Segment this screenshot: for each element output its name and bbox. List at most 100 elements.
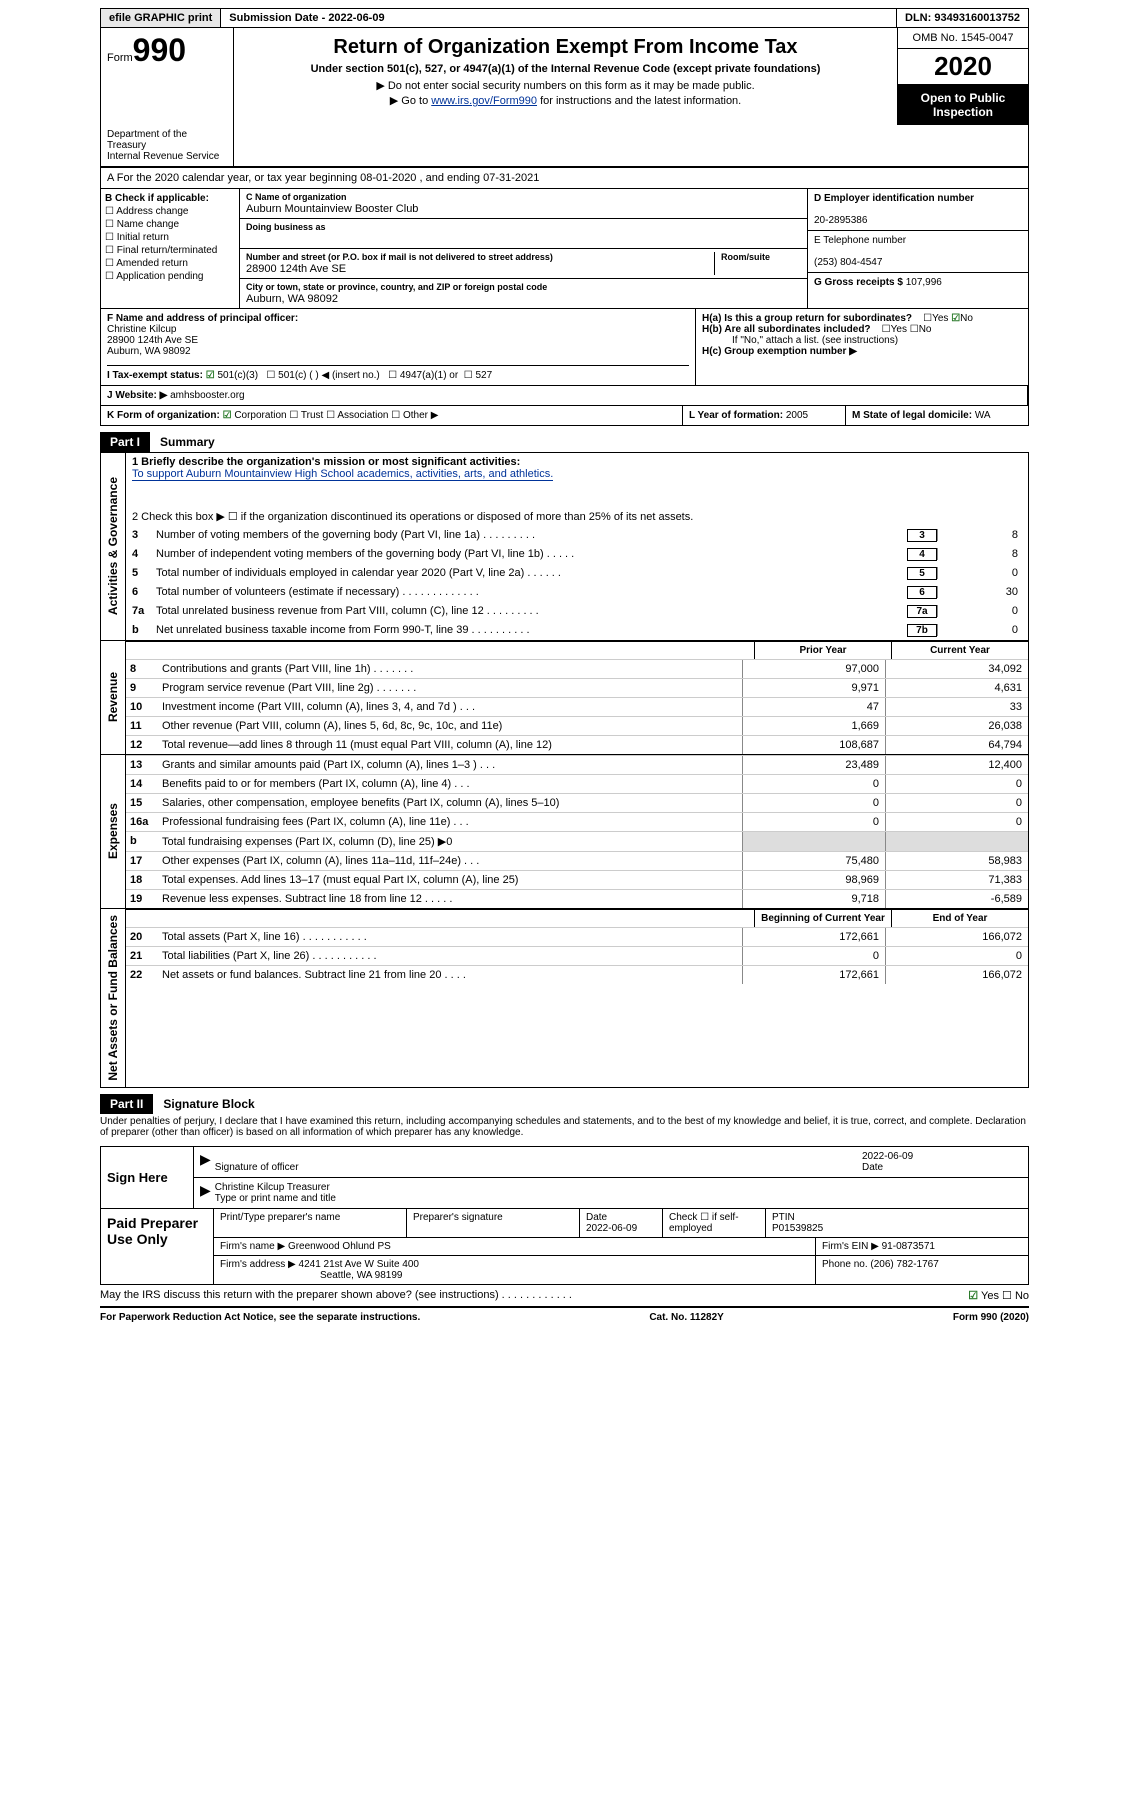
officer-sig-name: Christine Kilcup Treasurer — [215, 1182, 330, 1193]
discuss-text: May the IRS discuss this return with the… — [100, 1289, 968, 1302]
street-address: 28900 124th Ave SE — [246, 263, 346, 275]
part1-title: Summary — [150, 432, 225, 452]
org-name: Auburn Mountainview Booster Club — [246, 203, 418, 215]
officer-addr2: Auburn, WA 98092 — [107, 346, 191, 357]
h-note: If "No," attach a list. (see instruction… — [702, 335, 1022, 346]
sig-date: 2022-06-09 — [862, 1151, 913, 1162]
mission-label: 1 Briefly describe the organization's mi… — [132, 456, 520, 468]
firm-addr1: 4241 21st Ave W Suite 400 — [299, 1259, 419, 1270]
prep-date-header: Date — [586, 1212, 607, 1223]
room-label: Room/suite — [721, 252, 770, 262]
firm-ein-label: Firm's EIN ▶ — [822, 1241, 879, 1252]
tax-year: 2020 — [898, 49, 1028, 85]
year-formation: 2005 — [786, 410, 808, 421]
ein-label: D Employer identification number — [814, 193, 974, 204]
form-number: 990 — [133, 32, 186, 68]
firm-ein: 91-0873571 — [882, 1241, 935, 1252]
org-name-label: C Name of organization — [246, 192, 347, 202]
website-value: amhsbooster.org — [170, 390, 245, 401]
city-state-zip: Auburn, WA 98092 — [246, 293, 338, 305]
prep-sig-header: Preparer's signature — [407, 1209, 580, 1237]
side-expenses: Expenses — [104, 797, 122, 865]
self-employed-check[interactable]: Check ☐ if self-employed — [663, 1209, 766, 1237]
subtitle-1: Under section 501(c), 527, or 4947(a)(1)… — [240, 63, 891, 75]
firm-phone-label: Phone no. — [822, 1259, 868, 1270]
dba-label: Doing business as — [246, 222, 326, 232]
section-a: A For the 2020 calendar year, or tax yea… — [100, 167, 1029, 189]
phone-value: (253) 804-4547 — [814, 257, 882, 268]
ptin-label: PTIN — [772, 1212, 795, 1223]
prep-name-header: Print/Type preparer's name — [214, 1209, 407, 1237]
form-header: Form990 Return of Organization Exempt Fr… — [100, 28, 1029, 125]
h-b-label: H(b) Are all subordinates included? — [702, 324, 871, 335]
part2-title: Signature Block — [153, 1094, 264, 1114]
subtitle-3: ▶ Go to www.irs.gov/Form990 for instruct… — [240, 94, 891, 107]
footer-left: For Paperwork Reduction Act Notice, see … — [100, 1312, 420, 1323]
phone-label: E Telephone number — [814, 235, 906, 246]
checkbox-501c3[interactable]: ☑ — [206, 370, 215, 381]
firm-name-label: Firm's name ▶ — [220, 1241, 285, 1252]
type-name-label: Type or print name and title — [215, 1193, 336, 1204]
checkbox-pending[interactable]: ☐ Application pending — [105, 271, 235, 282]
page-title: Return of Organization Exempt From Incom… — [240, 36, 891, 59]
current-year-header: Current Year — [891, 642, 1028, 659]
h-a-label: H(a) Is this a group return for subordin… — [702, 313, 912, 324]
checkbox-amended[interactable]: ☐ Amended return — [105, 258, 235, 269]
checkbox-final-return[interactable]: ☐ Final return/terminated — [105, 245, 235, 256]
state-domicile-label: M State of legal domicile: — [852, 410, 972, 421]
city-label: City or town, state or province, country… — [246, 282, 547, 292]
officer-name: Christine Kilcup — [107, 324, 176, 335]
dln: DLN: 93493160013752 — [897, 9, 1028, 27]
sig-date-label: Date — [862, 1162, 883, 1173]
beg-year-header: Beginning of Current Year — [754, 910, 891, 927]
checkbox-name-change[interactable]: ☐ Name change — [105, 219, 235, 230]
addr-label: Number and street (or P.O. box if mail i… — [246, 252, 553, 262]
top-bar: efile GRAPHIC print Submission Date - 20… — [100, 8, 1029, 28]
sig-officer-label: Signature of officer — [215, 1162, 299, 1173]
ein-value: 20-2895386 — [814, 215, 867, 226]
side-governance: Activities & Governance — [104, 471, 122, 621]
footer-mid: Cat. No. 11282Y — [649, 1312, 723, 1323]
prior-year-header: Prior Year — [754, 642, 891, 659]
prep-date: 2022-06-09 — [586, 1223, 637, 1234]
efile-print-button[interactable]: efile GRAPHIC print — [101, 9, 221, 27]
checkbox-address-change[interactable]: ☐ Address change — [105, 206, 235, 217]
side-net: Net Assets or Fund Balances — [104, 909, 122, 1087]
gross-value: 107,996 — [906, 277, 942, 288]
irs-link[interactable]: www.irs.gov/Form990 — [431, 95, 537, 107]
perjury-text: Under penalties of perjury, I declare th… — [100, 1114, 1029, 1140]
sign-here-label: Sign Here — [101, 1147, 194, 1208]
checkbox-initial-return[interactable]: ☐ Initial return — [105, 232, 235, 243]
state-domicile: WA — [975, 410, 991, 421]
form-label: Form — [107, 52, 133, 64]
gross-label: G Gross receipts $ — [814, 277, 903, 288]
subtitle-2: ▶ Do not enter social security numbers o… — [240, 79, 891, 92]
tax-status-label: I Tax-exempt status: — [107, 370, 203, 381]
omb-number: OMB No. 1545-0047 — [898, 28, 1028, 49]
website-label: J Website: ▶ — [107, 390, 167, 401]
submission-date: Submission Date - 2022-06-09 — [221, 9, 897, 27]
officer-addr1: 28900 124th Ave SE — [107, 335, 198, 346]
mission-value: To support Auburn Mountainview High Scho… — [132, 468, 553, 481]
firm-phone: (206) 782-1767 — [870, 1259, 938, 1270]
side-revenue: Revenue — [104, 666, 122, 728]
firm-name: Greenwood Ohlund PS — [288, 1241, 391, 1252]
firm-addr-label: Firm's address ▶ — [220, 1259, 296, 1270]
dept-label: Department of the TreasuryInternal Reven… — [101, 125, 234, 166]
footer-right: Form 990 (2020) — [953, 1312, 1029, 1323]
officer-label: F Name and address of principal officer: — [107, 313, 298, 324]
form-org-label: K Form of organization: — [107, 410, 220, 421]
firm-addr2: Seattle, WA 98199 — [220, 1270, 402, 1281]
year-formation-label: L Year of formation: — [689, 410, 783, 421]
arrow-icon: ▶ — [200, 1151, 211, 1173]
public-inspection: Open to PublicInspection — [898, 85, 1028, 125]
end-year-header: End of Year — [891, 910, 1028, 927]
discuss-yes-check[interactable]: ☑ — [968, 1290, 978, 1302]
ptin-value: P01539825 — [772, 1223, 823, 1234]
line2: 2 Check this box ▶ ☐ if the organization… — [132, 510, 1022, 523]
part1-label: Part I — [100, 432, 150, 452]
arrow-icon: ▶ — [200, 1182, 211, 1204]
h-c-label: H(c) Group exemption number ▶ — [702, 346, 857, 357]
paid-preparer-label: Paid Preparer Use Only — [101, 1209, 214, 1284]
check-if-applicable: B Check if applicable: ☐ Address change … — [101, 189, 240, 308]
